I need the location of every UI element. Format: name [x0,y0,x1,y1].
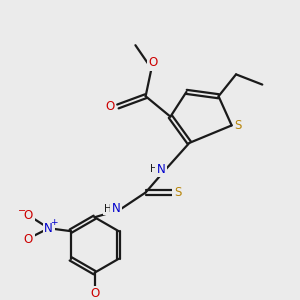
Text: O: O [90,287,99,300]
Text: O: O [148,56,158,69]
Text: +: + [50,218,58,227]
Text: H: H [104,203,112,214]
Text: S: S [234,119,242,132]
Text: N: N [157,163,166,176]
Text: O: O [24,233,33,246]
Text: −: − [17,206,26,216]
Text: O: O [24,208,33,222]
Text: O: O [105,100,114,113]
Text: S: S [174,186,182,199]
Text: N: N [112,202,120,215]
Text: N: N [44,222,53,235]
Text: H: H [150,164,158,174]
